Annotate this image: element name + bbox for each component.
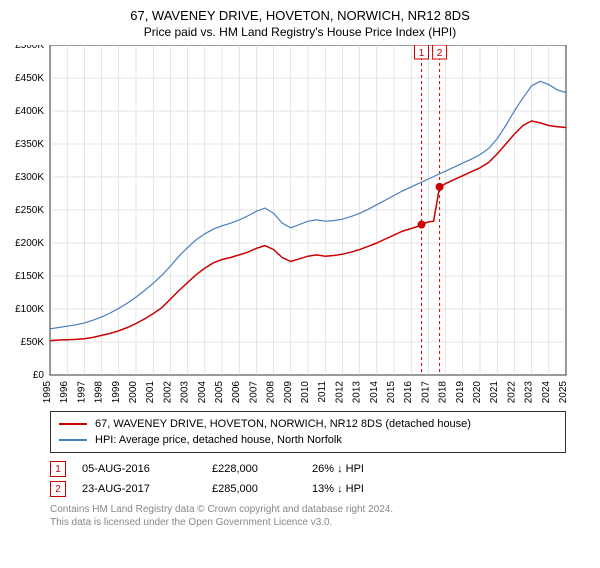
svg-text:1998: 1998 xyxy=(94,381,105,404)
event-row: 2 23-AUG-2017£285,00013% ↓ HPI xyxy=(50,479,566,499)
chart-container: 67, WAVENEY DRIVE, HOVETON, NORWICH, NR1… xyxy=(0,8,600,568)
svg-text:£400K: £400K xyxy=(15,106,44,117)
event-price: £285,000 xyxy=(212,483,312,495)
svg-text:£200K: £200K xyxy=(15,238,44,249)
svg-text:2012: 2012 xyxy=(334,381,345,404)
svg-text:£300K: £300K xyxy=(15,172,44,183)
svg-text:£500K: £500K xyxy=(15,45,44,51)
svg-text:2006: 2006 xyxy=(231,381,242,404)
legend-label: HPI: Average price, detached house, Nort… xyxy=(95,434,342,446)
svg-text:2010: 2010 xyxy=(300,381,311,404)
svg-text:2023: 2023 xyxy=(524,381,535,404)
svg-text:1999: 1999 xyxy=(111,381,122,404)
legend-row: 67, WAVENEY DRIVE, HOVETON, NORWICH, NR1… xyxy=(59,416,557,432)
svg-text:2020: 2020 xyxy=(472,381,483,404)
svg-text:£100K: £100K xyxy=(15,304,44,315)
event-badge: 1 xyxy=(50,461,66,477)
legend-row: HPI: Average price, detached house, Nort… xyxy=(59,432,557,448)
svg-text:2013: 2013 xyxy=(352,381,363,404)
svg-text:£250K: £250K xyxy=(15,205,44,216)
svg-text:£350K: £350K xyxy=(15,139,44,150)
svg-text:2024: 2024 xyxy=(541,381,552,404)
svg-text:2004: 2004 xyxy=(197,381,208,404)
legend-swatch xyxy=(59,423,87,425)
svg-text:2019: 2019 xyxy=(455,381,466,404)
line-chart: £0 £50K £100K £150K £200K £250K £300K £350K £400… xyxy=(0,45,600,405)
chart-title: 67, WAVENEY DRIVE, HOVETON, NORWICH, NR1… xyxy=(0,8,600,23)
svg-text:2008: 2008 xyxy=(266,381,277,404)
svg-text:£150K: £150K xyxy=(15,271,44,282)
svg-text:2021: 2021 xyxy=(489,381,500,404)
svg-text:2009: 2009 xyxy=(283,381,294,404)
svg-text:2018: 2018 xyxy=(438,381,449,404)
legend: 67, WAVENEY DRIVE, HOVETON, NORWICH, NR1… xyxy=(50,411,566,453)
svg-text:2022: 2022 xyxy=(506,381,517,404)
svg-text:1995: 1995 xyxy=(42,381,53,404)
svg-text:1996: 1996 xyxy=(59,381,70,404)
footer-line-2: This data is licensed under the Open Gov… xyxy=(50,516,566,529)
svg-text:2015: 2015 xyxy=(386,381,397,404)
chart-subtitle: Price paid vs. HM Land Registry's House … xyxy=(0,25,600,39)
svg-text:£0: £0 xyxy=(33,370,45,381)
svg-text:1: 1 xyxy=(419,48,425,59)
svg-text:2002: 2002 xyxy=(162,381,173,404)
svg-text:2001: 2001 xyxy=(145,381,156,404)
event-row: 1 05-AUG-2016£228,00026% ↓ HPI xyxy=(50,459,566,479)
event-date: 23-AUG-2017 xyxy=(82,483,212,495)
svg-text:2000: 2000 xyxy=(128,381,139,404)
svg-text:£50K: £50K xyxy=(21,337,45,348)
svg-text:2025: 2025 xyxy=(558,381,569,404)
event-price: £228,000 xyxy=(212,463,312,475)
event-badge: 2 xyxy=(50,481,66,497)
svg-text:2: 2 xyxy=(437,48,443,59)
svg-text:2011: 2011 xyxy=(317,381,328,403)
svg-text:2003: 2003 xyxy=(180,381,191,404)
svg-text:2016: 2016 xyxy=(403,381,414,404)
svg-text:£450K: £450K xyxy=(15,73,44,84)
svg-text:2014: 2014 xyxy=(369,381,380,404)
footer-attribution: Contains HM Land Registry data © Crown c… xyxy=(50,503,566,529)
sale-events: 1 05-AUG-2016£228,00026% ↓ HPI 2 23-AUG-201… xyxy=(50,459,566,499)
event-delta: 26% ↓ HPI xyxy=(312,463,422,475)
svg-text:2005: 2005 xyxy=(214,381,225,404)
event-date: 05-AUG-2016 xyxy=(82,463,212,475)
svg-text:2007: 2007 xyxy=(248,381,259,404)
legend-label: 67, WAVENEY DRIVE, HOVETON, NORWICH, NR1… xyxy=(95,418,471,430)
footer-line-1: Contains HM Land Registry data © Crown c… xyxy=(50,503,566,516)
legend-swatch xyxy=(59,439,87,441)
svg-text:1997: 1997 xyxy=(76,381,87,404)
event-delta: 13% ↓ HPI xyxy=(312,483,422,495)
svg-text:2017: 2017 xyxy=(420,381,431,404)
